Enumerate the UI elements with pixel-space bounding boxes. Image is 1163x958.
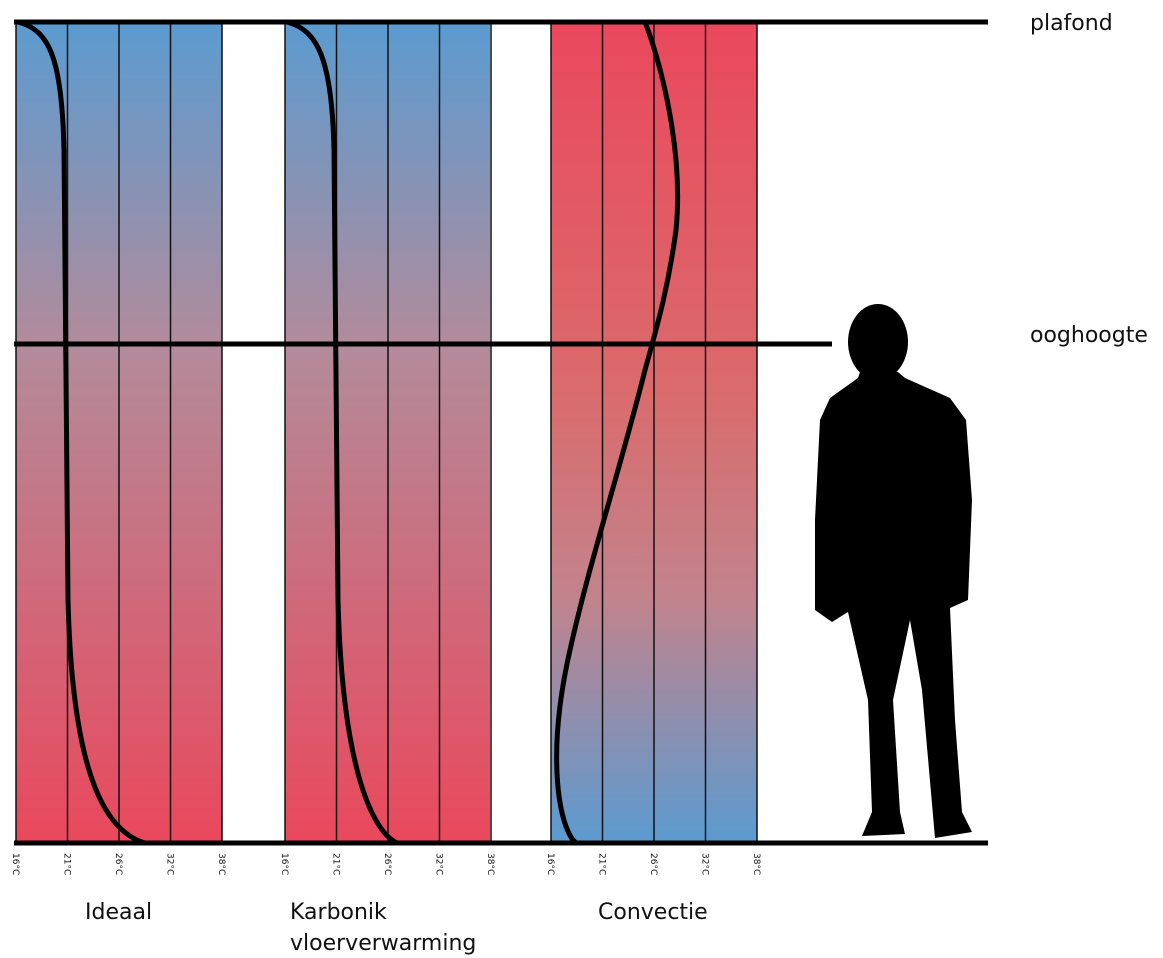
tick-label: 38°C (216, 853, 226, 875)
tick-label: 21°C (62, 853, 72, 875)
curves (17, 19, 681, 846)
tick-label: 26°C (648, 853, 658, 875)
panel-label: vloerverwarming (290, 931, 476, 956)
curve (286, 19, 399, 846)
tick-label: 16°C (279, 853, 289, 875)
tick-label: 16°C (545, 853, 555, 875)
tick-label: 21°C (331, 853, 341, 875)
tick-label: 16°C (10, 853, 20, 875)
ceiling-label: plafond (1030, 11, 1113, 36)
tick-label: 26°C (113, 853, 123, 875)
panel-label: Convectie (598, 900, 708, 925)
tick-label: 21°C (597, 853, 607, 875)
column-lines (15, 22, 758, 843)
tick-label: 32°C (434, 853, 444, 875)
eye-height-label: ooghoogte (1030, 323, 1148, 348)
tick-label: 26°C (382, 853, 392, 875)
tick-label: 32°C (700, 853, 710, 875)
tick-label: 38°C (485, 853, 495, 875)
person-silhouette (815, 304, 972, 838)
panel-texts: 16°C 21°C 26°C 32°C 38°C Ideaal 16°C 21°C 26°C 32… (10, 853, 761, 956)
curve (17, 19, 146, 846)
panels (16, 22, 757, 843)
tick-label: 38°C (751, 853, 761, 875)
curve (554, 21, 681, 845)
tick-label: 32°C (165, 853, 175, 875)
level-lines (14, 19, 988, 846)
panel-label: Ideaal (85, 900, 152, 925)
panel-label: Karbonik (290, 900, 387, 925)
